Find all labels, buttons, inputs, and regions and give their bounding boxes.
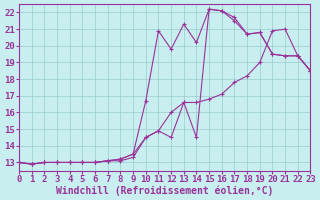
- X-axis label: Windchill (Refroidissement éolien,°C): Windchill (Refroidissement éolien,°C): [56, 185, 274, 196]
